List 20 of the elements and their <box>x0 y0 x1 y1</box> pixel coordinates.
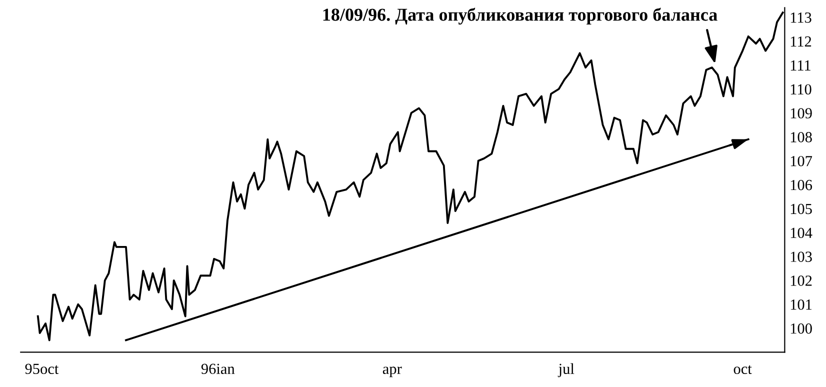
y-tick-label: 105 <box>790 204 812 214</box>
y-tick-label: 106 <box>790 180 812 190</box>
x-tick-label: apr <box>382 366 402 378</box>
y-tick-label: 101 <box>790 299 812 310</box>
y-tick-label: 111 <box>790 60 810 70</box>
y-tick-label: 112 <box>790 36 812 47</box>
x-tick-label: oct <box>734 365 752 374</box>
x-tick-label: jul <box>558 363 574 378</box>
x-tick-label: 95oct <box>25 364 59 374</box>
x-tick-label: 96ian <box>201 364 235 374</box>
y-tick-label: 104 <box>790 228 812 238</box>
y-tick-label: 108 <box>790 132 812 142</box>
y-tick-label: 113 <box>790 12 812 23</box>
annotation: 18/09/96. Дата опубликования торгового баланса <box>323 8 718 25</box>
y-tick-label: 110 <box>790 84 812 95</box>
y-tick-label: 107 <box>790 156 812 166</box>
y-tick-label: 103 <box>790 252 812 262</box>
y-tick-label: 100 <box>790 323 812 334</box>
y-tick-label: 109 <box>790 108 812 118</box>
y-tick-label: 102 <box>790 276 812 286</box>
